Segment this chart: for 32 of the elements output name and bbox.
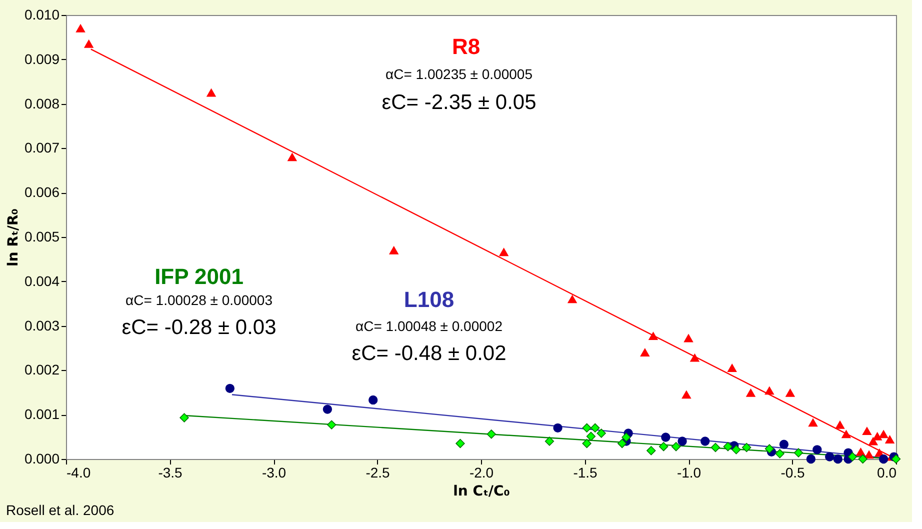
x-tick-label: -0.5 xyxy=(780,464,806,480)
x-axis-title: ln Cₜ/C₀ xyxy=(453,484,510,500)
x-tick-label: -2.5 xyxy=(366,464,390,480)
annotation: εC= -0.28 ± 0.03 xyxy=(122,316,276,339)
annotation: εC= -2.35 ± 0.05 xyxy=(382,91,536,114)
y-tick-label: 0.002 xyxy=(24,362,60,378)
y-tick-label: 0.004 xyxy=(24,272,60,289)
x-tick-label: -4.0 xyxy=(66,464,91,480)
y-tick-label: 0.006 xyxy=(24,184,60,200)
x-tick-label: -3.5 xyxy=(158,464,183,480)
y-tick-label: 0.009 xyxy=(24,50,60,67)
annotation: L108 xyxy=(404,287,454,312)
annotation: R8 xyxy=(452,34,480,59)
text: Rosell et al. 2006 xyxy=(6,502,114,518)
annotation: αC= 1.00028 ± 0.00003 xyxy=(126,292,273,308)
y-tick-label: 0.007 xyxy=(24,140,60,156)
x-tick-label: 0.0 xyxy=(877,464,897,480)
y-tick-label: 0.010 xyxy=(24,6,60,22)
y-axis-title: ln Rₜ/R₀ xyxy=(5,208,22,266)
annotation: αC= 1.00235 ± 0.00005 xyxy=(386,66,533,82)
x-tick-label: -2.0 xyxy=(469,464,494,480)
y-tick-label: 0.005 xyxy=(24,228,60,244)
annotation: IFP 2001 xyxy=(154,264,244,289)
x-tick-label: -1.5 xyxy=(573,464,598,480)
y-tick-label: 0.000 xyxy=(24,450,60,466)
y-tick-label: 0.003 xyxy=(24,317,60,334)
x-tick-label: -1.0 xyxy=(676,464,702,480)
y-tick-label: 0.008 xyxy=(24,95,60,112)
annotation: αC= 1.00048 ± 0.00002 xyxy=(356,318,503,334)
x-tick-label: -3.0 xyxy=(262,464,286,480)
annotation: εC= -0.48 ± 0.02 xyxy=(352,342,506,365)
y-tick-label: 0.001 xyxy=(24,406,60,422)
